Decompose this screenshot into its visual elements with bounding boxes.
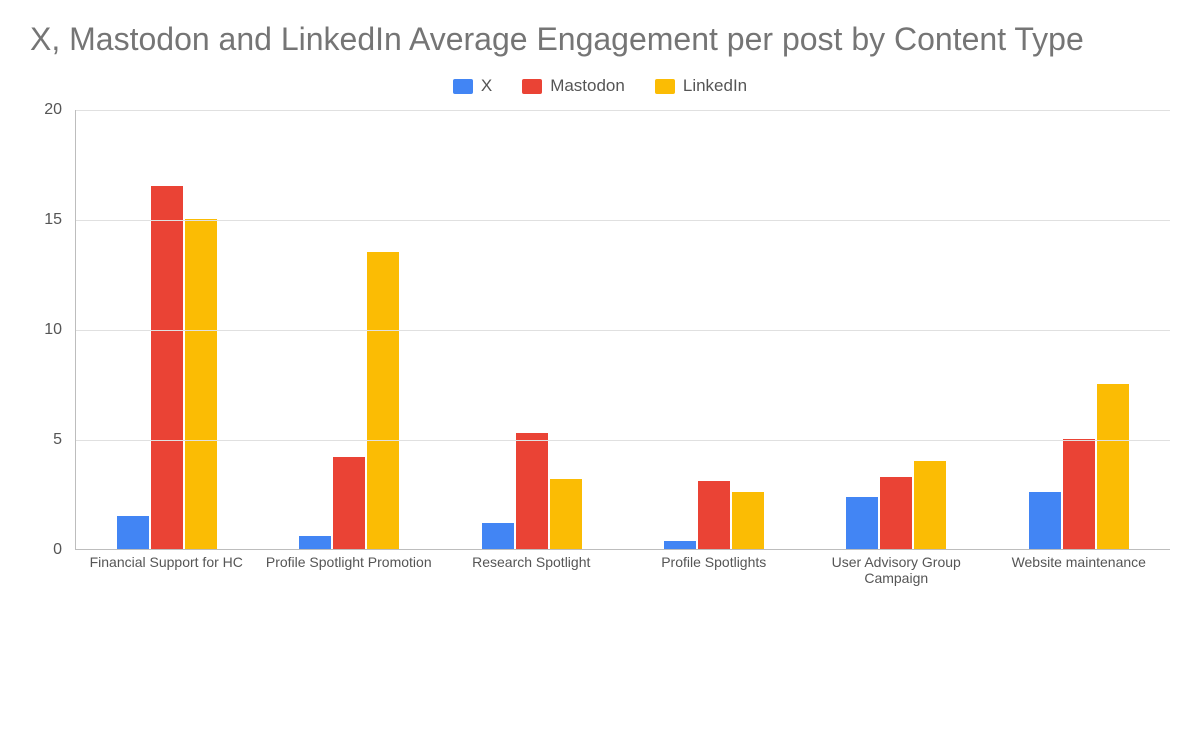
bar — [333, 457, 365, 549]
gridline — [76, 220, 1170, 221]
bar — [1029, 492, 1061, 549]
y-tick-label: 0 — [53, 541, 62, 559]
legend-swatch-x — [453, 79, 473, 94]
legend-swatch-mastodon — [522, 79, 542, 94]
bar — [299, 536, 331, 549]
x-tick-label: Website maintenance — [988, 550, 1171, 600]
x-axis-labels: Financial Support for HCProfile Spotligh… — [75, 550, 1170, 600]
bar — [117, 516, 149, 549]
bar — [664, 541, 696, 550]
bar — [482, 523, 514, 549]
legend-label-linkedin: LinkedIn — [683, 76, 747, 96]
x-tick-label: User Advisory Group Campaign — [805, 550, 988, 600]
y-axis: 05101520 — [30, 110, 70, 550]
plot — [75, 110, 1170, 550]
bar — [914, 461, 946, 549]
legend-swatch-linkedin — [655, 79, 675, 94]
bar — [846, 497, 878, 550]
bar — [367, 252, 399, 549]
legend-label-mastodon: Mastodon — [550, 76, 625, 96]
y-tick-label: 20 — [44, 101, 62, 119]
y-tick-label: 10 — [44, 321, 62, 339]
bar — [550, 479, 582, 549]
bar — [1097, 384, 1129, 549]
bar — [516, 433, 548, 550]
x-tick-label: Research Spotlight — [440, 550, 623, 600]
gridline — [76, 330, 1170, 331]
bar — [698, 481, 730, 549]
legend-item-linkedin: LinkedIn — [655, 76, 747, 96]
bar — [880, 477, 912, 550]
bar — [151, 186, 183, 549]
bar — [1063, 439, 1095, 549]
x-tick-label: Profile Spotlights — [623, 550, 806, 600]
y-tick-label: 15 — [44, 211, 62, 229]
y-tick-label: 5 — [53, 431, 62, 449]
x-tick-label: Financial Support for HC — [75, 550, 258, 600]
legend: X Mastodon LinkedIn — [30, 76, 1170, 96]
chart-container: X, Mastodon and LinkedIn Average Engagem… — [0, 0, 1200, 742]
x-tick-label: Profile Spotlight Promotion — [258, 550, 441, 600]
plot-area: 05101520 Financial Support for HCProfile… — [30, 110, 1170, 600]
gridline — [76, 440, 1170, 441]
legend-item-x: X — [453, 76, 492, 96]
chart-title: X, Mastodon and LinkedIn Average Engagem… — [30, 20, 1170, 58]
legend-label-x: X — [481, 76, 492, 96]
legend-item-mastodon: Mastodon — [522, 76, 625, 96]
bar — [732, 492, 764, 549]
bar — [185, 219, 217, 549]
gridline — [76, 110, 1170, 111]
